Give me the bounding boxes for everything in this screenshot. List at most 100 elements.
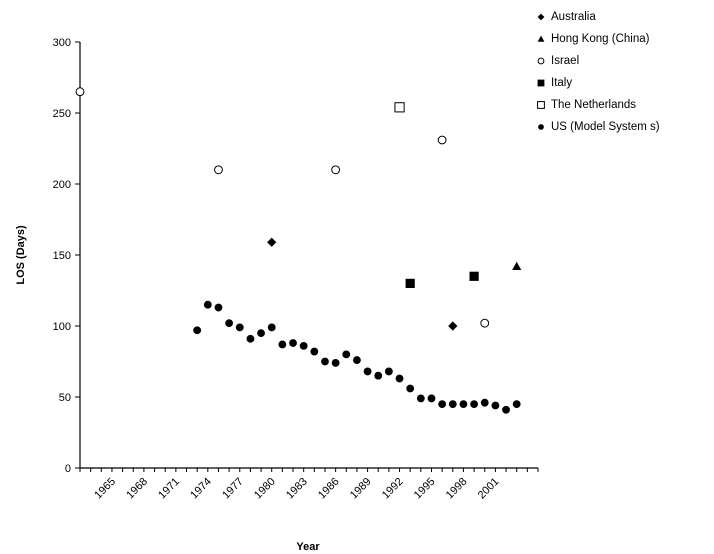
data-point <box>459 400 468 409</box>
data-point <box>267 323 276 332</box>
data-point <box>278 340 287 349</box>
series-5 <box>193 300 521 414</box>
data-point <box>480 398 489 407</box>
x-tick-label: 1989 <box>348 476 374 502</box>
legend-label: Israel <box>551 55 580 67</box>
series-2 <box>75 87 490 328</box>
x-tick-label: 2001 <box>476 476 502 502</box>
legend-marker-icon <box>537 35 545 42</box>
data-point <box>470 400 479 409</box>
x-tick-label: 1974 <box>188 476 214 502</box>
x-tick-label: 1968 <box>124 476 150 502</box>
data-point <box>512 261 522 271</box>
legend-marker-icon <box>537 79 545 87</box>
y-tick-label: 250 <box>53 108 71 120</box>
legend-marker <box>537 13 545 21</box>
data-point <box>395 374 404 383</box>
data-point <box>448 321 458 331</box>
x-tick-label: 1965 <box>92 476 118 502</box>
x-tick-label: 1971 <box>156 476 182 502</box>
x-tick-label: 1992 <box>380 476 406 502</box>
data-point <box>246 334 255 343</box>
legend-marker <box>538 124 544 130</box>
x-tick-label: 1983 <box>284 476 310 502</box>
data-point <box>289 339 297 347</box>
x-axis-title: Year <box>296 541 320 553</box>
data-point <box>448 400 457 409</box>
y-tick-label: 50 <box>59 392 71 404</box>
legend-marker <box>537 57 545 65</box>
data-point <box>491 401 500 410</box>
data-point <box>267 237 277 247</box>
y-tick-label: 0 <box>65 463 71 475</box>
data-point <box>310 347 319 356</box>
series-3 <box>405 271 479 288</box>
legend-marker <box>537 101 545 109</box>
data-point <box>225 319 234 328</box>
data-point <box>405 278 415 288</box>
data-point <box>406 384 415 393</box>
data-point <box>353 356 361 364</box>
data-point <box>203 300 212 309</box>
legend-label: The Netherlands <box>551 99 637 111</box>
legend-marker-icon <box>537 101 545 109</box>
data-point <box>331 165 341 175</box>
data-point <box>438 400 447 409</box>
legend-marker-icon <box>538 124 544 130</box>
data-point <box>512 400 521 409</box>
legend-label: Australia <box>551 11 596 23</box>
data-point <box>427 394 436 403</box>
y-axis-ticks: 0 50 100 150 200 250 300 <box>53 37 80 475</box>
legend-marker-icon <box>537 57 545 65</box>
legend-item: The Netherlands <box>535 94 713 116</box>
data-point <box>75 87 85 97</box>
axes <box>79 42 538 469</box>
data-point <box>342 350 351 359</box>
legend-item: Israel <box>535 50 713 72</box>
data-point <box>384 367 393 376</box>
legend-marker-icon <box>537 13 545 21</box>
legend-marker <box>537 79 545 87</box>
x-axis-ticks: 1965 1968 1971 1974 1977 1980 1983 1986 1989 1992… <box>79 468 539 502</box>
series-0 <box>267 237 458 331</box>
y-tick-label: 100 <box>53 321 71 333</box>
legend-item: Australia <box>535 6 713 28</box>
y-tick-label: 150 <box>53 250 71 262</box>
data-point <box>321 357 329 366</box>
y-tick-label: 300 <box>53 37 71 49</box>
legend-item: US (Model System s) <box>535 116 713 138</box>
series-4 <box>394 102 405 113</box>
x-tick-label: 1995 <box>412 476 438 502</box>
y-axis-title: LOS (Days) <box>15 225 27 285</box>
data-points <box>75 87 522 414</box>
data-point <box>257 329 265 338</box>
x-tick-label: 1986 <box>316 476 342 502</box>
legend-marker <box>537 35 545 42</box>
data-point <box>374 371 383 380</box>
legend-label: US (Model System s) <box>551 121 660 133</box>
legend-label: Italy <box>551 77 573 89</box>
series-1 <box>512 261 522 271</box>
y-tick-label: 200 <box>53 179 71 191</box>
data-point <box>480 318 490 328</box>
data-point <box>299 341 308 350</box>
data-point <box>331 359 340 367</box>
data-point <box>193 326 202 335</box>
data-point <box>235 323 244 332</box>
data-point <box>363 367 372 376</box>
data-point <box>416 394 425 403</box>
x-tick-label: 1998 <box>444 476 470 502</box>
data-point <box>214 165 223 175</box>
x-tick-label: 1980 <box>252 476 278 502</box>
data-point <box>437 135 447 145</box>
legend-item: Italy <box>535 72 713 94</box>
data-point <box>469 271 479 281</box>
x-tick-label: 1977 <box>220 476 246 502</box>
legend: Australia Hong Kong (China) Israel Italy The… <box>535 6 713 138</box>
legend-label: Hong Kong (China) <box>551 33 650 45</box>
data-point <box>502 405 510 414</box>
legend-item: Hong Kong (China) <box>535 28 713 50</box>
data-point <box>394 102 405 113</box>
data-point <box>214 303 223 312</box>
